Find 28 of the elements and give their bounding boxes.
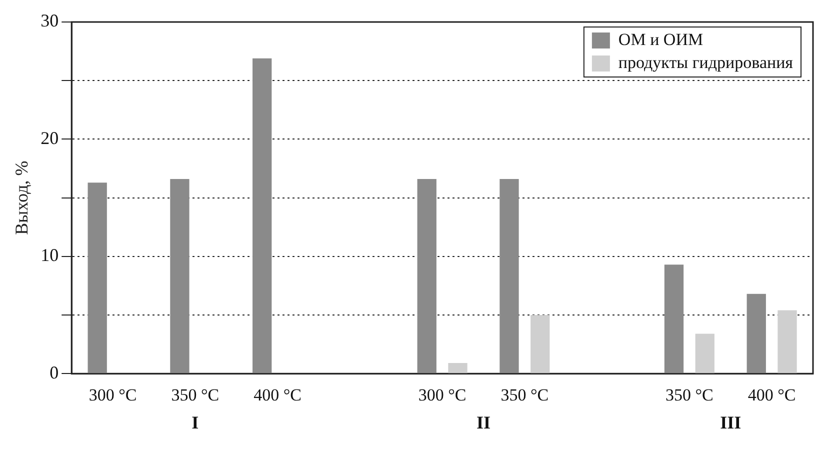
y-tick-label: 30 xyxy=(40,10,59,31)
bar xyxy=(170,179,190,374)
y-axis-title: Выход, % xyxy=(12,160,32,235)
bar xyxy=(530,315,550,374)
y-tick-label: 20 xyxy=(40,128,59,148)
y-tick-label: 10 xyxy=(40,245,59,266)
legend-label: продукты гидрирования xyxy=(618,52,794,72)
x-tick-label: 400 °C xyxy=(748,385,796,404)
x-tick-label: 350 °C xyxy=(171,385,220,404)
text: III xyxy=(720,412,742,432)
bar xyxy=(448,363,468,374)
bar xyxy=(778,310,797,374)
x-tick-label: 300 °C xyxy=(418,385,466,404)
x-tick-label: 400 °C xyxy=(254,385,302,404)
bar xyxy=(252,58,272,374)
text: II xyxy=(476,412,490,432)
bar xyxy=(746,294,766,374)
x-tick-label: 300 °C xyxy=(88,385,137,404)
x-tick-label: 350 °C xyxy=(500,385,549,404)
bar xyxy=(695,334,714,374)
legend-label: ОМ и ОИМ xyxy=(618,30,704,49)
bar xyxy=(500,179,519,374)
x-tick-label: 350 °C xyxy=(665,385,714,404)
bar xyxy=(88,182,107,374)
y-tick-label: 0 xyxy=(50,362,59,382)
bar xyxy=(417,179,436,374)
text: I xyxy=(192,412,199,432)
bar xyxy=(664,264,684,374)
